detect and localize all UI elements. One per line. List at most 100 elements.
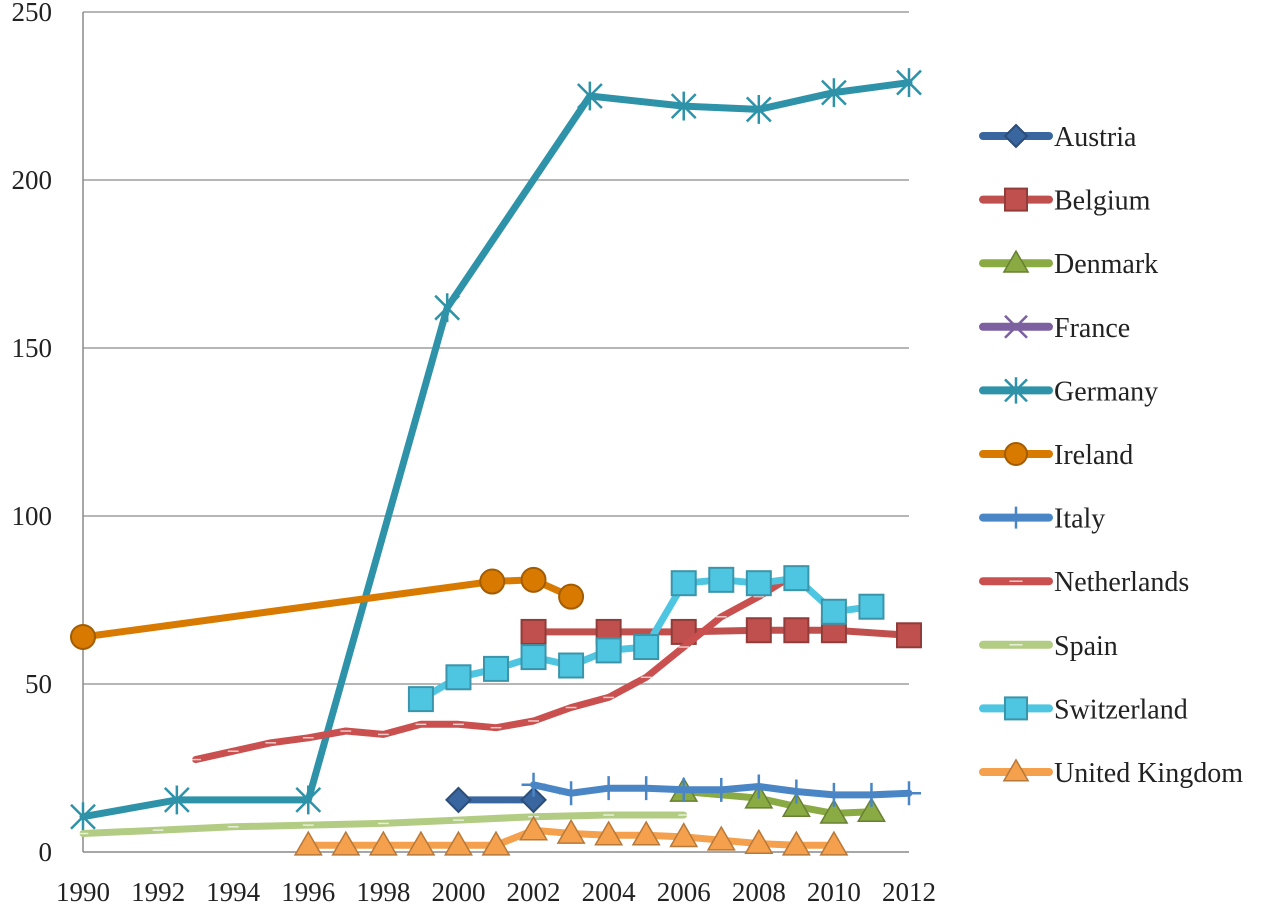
- data-point: [520, 566, 547, 593]
- legend: Austria Belgium Denmark France Germany Irelan…: [979, 122, 1243, 789]
- legend-marker: [1005, 506, 1027, 529]
- data-point: [706, 825, 736, 851]
- x-tick-label: 2006: [657, 877, 711, 907]
- x-tick-label: 1996: [281, 877, 335, 907]
- y-tick-label: 200: [12, 165, 53, 195]
- data-point: [521, 772, 546, 797]
- data-point: [896, 68, 922, 97]
- series-line: [79, 576, 575, 641]
- data-point: [670, 91, 697, 121]
- legend-label: Denmark: [1054, 249, 1158, 280]
- y-tick-label: 150: [12, 333, 53, 363]
- x-tick-label: 1990: [56, 877, 110, 907]
- data-point: [744, 828, 774, 854]
- data-point: [163, 785, 190, 815]
- data-point: [897, 781, 921, 806]
- data-point: [445, 664, 472, 691]
- series-lines: [70, 68, 922, 856]
- legend-item: Austria: [979, 122, 1137, 153]
- data-point: [558, 652, 585, 679]
- data-point: [520, 786, 547, 814]
- data-point: [596, 776, 621, 801]
- data-point: [70, 623, 96, 650]
- x-tick-label: 1994: [206, 877, 261, 907]
- axes: 0 50 100 150 200 250 1990 1992 1994 1996 1998 2000 2…: [12, 0, 937, 907]
- data-point: [745, 570, 772, 597]
- legend-label: Germany: [1054, 376, 1158, 407]
- data-point: [633, 634, 660, 661]
- data-point: [406, 830, 436, 856]
- data-point: [443, 830, 473, 856]
- series-belgium: [520, 617, 922, 649]
- data-point: [70, 802, 96, 832]
- legend-item: United Kingdom: [979, 758, 1243, 789]
- legend-item: Switzerland: [979, 694, 1188, 725]
- data-point: [595, 637, 622, 664]
- data-point: [784, 779, 809, 804]
- y-tick-label: 250: [12, 0, 53, 27]
- data-point: [576, 81, 603, 111]
- y-tick-label: 0: [39, 837, 53, 867]
- data-point: [819, 830, 849, 856]
- data-point: [331, 830, 361, 856]
- y-tick-label: 100: [12, 501, 53, 531]
- data-point: [781, 791, 811, 817]
- legend-item: Spain: [979, 631, 1118, 662]
- legend-item: Italy: [979, 504, 1105, 535]
- data-point: [856, 796, 886, 823]
- legend-item: Netherlands: [979, 567, 1189, 598]
- legend-marker: [1002, 249, 1030, 273]
- legend-marker: [1004, 442, 1028, 466]
- data-point: [295, 785, 322, 815]
- gridlines: [83, 11, 909, 685]
- data-point: [368, 830, 398, 856]
- data-point: [896, 622, 922, 649]
- data-point: [745, 95, 772, 124]
- data-point: [520, 644, 547, 671]
- series-united-kingdom: [293, 815, 849, 856]
- data-point: [783, 617, 810, 644]
- data-point: [820, 598, 847, 625]
- data-point: [559, 781, 584, 806]
- series-line: [79, 79, 913, 821]
- series-denmark: [669, 776, 886, 824]
- data-point: [407, 686, 434, 713]
- x-tick-label: 2002: [507, 877, 561, 907]
- x-tick-label: 2012: [882, 877, 936, 907]
- legend-label: United Kingdom: [1054, 758, 1243, 789]
- series-switzerland: [407, 565, 885, 713]
- data-point: [434, 293, 461, 323]
- data-point: [631, 820, 661, 846]
- series-ireland: [70, 566, 585, 650]
- data-point: [821, 78, 847, 108]
- legend-label: Belgium: [1054, 186, 1151, 217]
- legend-item: Belgium: [979, 186, 1151, 217]
- data-point: [293, 830, 323, 856]
- series-austria: [445, 786, 547, 814]
- y-tick-label: 50: [25, 669, 52, 699]
- data-point: [519, 815, 549, 841]
- legend-marker: [1002, 758, 1030, 782]
- legend-label: Italy: [1054, 504, 1105, 535]
- legend-item: Denmark: [979, 249, 1158, 280]
- x-tick-label: 1998: [356, 877, 410, 907]
- data-point: [819, 798, 849, 824]
- x-tick-label: 2008: [732, 877, 786, 907]
- legend-marker: [1003, 123, 1029, 149]
- x-tick-label: 2004: [582, 877, 637, 907]
- legend-item: Ireland: [979, 440, 1133, 471]
- legend-marker: [1004, 187, 1028, 212]
- legend-marker: [1004, 696, 1028, 721]
- data-point: [479, 568, 506, 595]
- data-point: [821, 782, 846, 807]
- data-point: [481, 830, 511, 856]
- data-point: [483, 655, 509, 682]
- legend-item: France: [979, 313, 1130, 344]
- data-point: [709, 777, 734, 802]
- data-point: [708, 566, 735, 593]
- series-line: [530, 626, 913, 639]
- data-point: [781, 830, 811, 856]
- data-point: [670, 570, 697, 597]
- x-tick-label: 1992: [131, 877, 185, 907]
